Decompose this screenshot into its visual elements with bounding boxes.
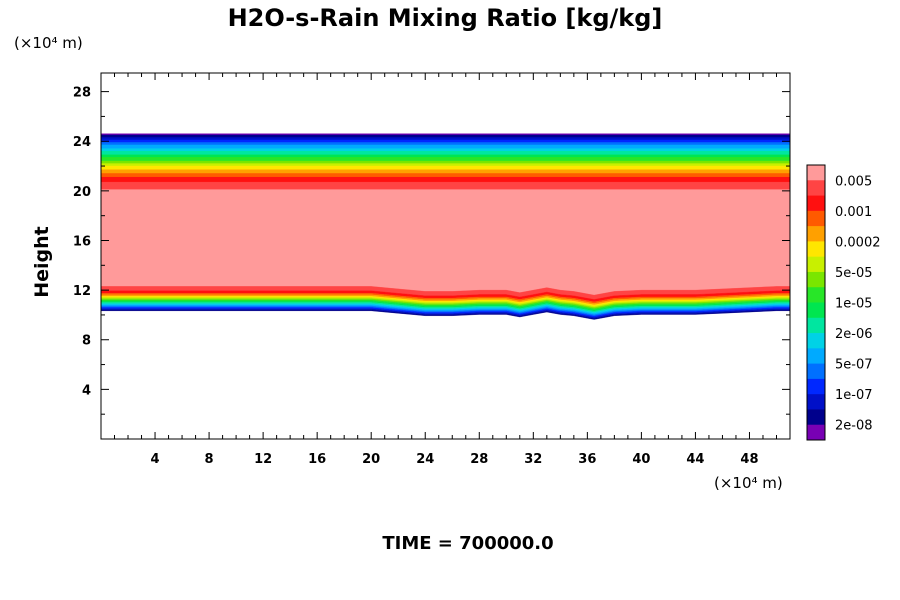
colorbar-swatch-0 (807, 165, 825, 181)
x-tick-label: 20 (362, 452, 380, 467)
colorbar-swatch-15 (807, 394, 825, 410)
colorbar-swatch-6 (807, 256, 825, 273)
time-label: TIME = 700000.0 (382, 533, 553, 554)
plot-frame (100, 72, 791, 440)
colorbar-swatch-14 (807, 378, 825, 395)
y-tick-label: 4 (82, 383, 91, 398)
x-tick-label: 40 (632, 452, 650, 467)
x-tick-label: 44 (686, 452, 704, 467)
colorbar-swatch-3 (807, 210, 825, 227)
chart-title: H2O-s-Rain Mixing Ratio [kg/kg] (228, 4, 663, 32)
colorbar-label: 1e-05 (835, 297, 873, 312)
y-tick-label: 20 (73, 185, 91, 200)
x-tick-label: 32 (524, 452, 542, 467)
contour-layer-17 (100, 189, 791, 296)
colorbar-swatch-16 (807, 409, 825, 426)
colorbar-frame (806, 164, 826, 441)
y-unit-label: (×10⁴ m) (14, 34, 83, 52)
x-tick-label: 4 (151, 452, 160, 467)
colorbar-swatch-1 (807, 180, 825, 196)
colorbar-swatch-12 (807, 348, 825, 365)
colorbar-label: 2e-06 (835, 327, 873, 342)
colorbar-label: 2e-08 (835, 419, 873, 434)
y-axis-label: Height (31, 226, 53, 298)
x-tick-label: 36 (578, 452, 596, 467)
colorbar-swatch-11 (807, 333, 825, 349)
y-tick-label: 16 (73, 234, 91, 249)
contour-fills (100, 133, 791, 320)
colorbar-swatch-7 (807, 271, 825, 288)
x-tick-label: 24 (416, 452, 434, 467)
colorbar: 0.005 0.001 0.0002 5e-05 1e-05 2e-06 5e-07 1e-0… (806, 164, 881, 441)
y-tick-label: 8 (82, 334, 91, 349)
y-axis-ticks: 4 8 12 16 20 24 28 (73, 86, 790, 415)
colorbar-swatch-5 (807, 241, 825, 258)
x-tick-label: 8 (205, 452, 214, 467)
colorbar-label: 5e-05 (835, 266, 873, 281)
colorbar-swatch-4 (807, 226, 825, 242)
x-tick-label: 12 (254, 452, 272, 467)
colorbar-label: 5e-07 (835, 358, 873, 373)
colorbar-label: 0.001 (835, 205, 872, 220)
y-tick-label: 24 (73, 135, 91, 150)
y-tick-label: 12 (73, 284, 91, 299)
y-tick-label: 28 (73, 86, 91, 101)
x-tick-label: 16 (308, 452, 326, 467)
x-tick-label: 28 (470, 452, 488, 467)
colorbar-swatch-8 (807, 287, 825, 303)
colorbar-swatch-10 (807, 317, 825, 334)
colorbar-label: 0.005 (835, 174, 872, 189)
x-axis-ticks: 4 8 12 16 20 24 28 32 36 40 44 48 (114, 73, 777, 467)
colorbar-swatch-9 (807, 302, 825, 319)
colorbar-label: 1e-07 (835, 388, 873, 403)
colorbar-swatch-2 (807, 195, 825, 212)
x-unit-label: (×10⁴ m) (714, 474, 783, 492)
colorbar-swatch-13 (807, 363, 825, 380)
colorbar-swatch-17 (807, 424, 825, 441)
colorbar-label: 0.0002 (835, 235, 881, 250)
x-tick-label: 48 (740, 452, 758, 467)
